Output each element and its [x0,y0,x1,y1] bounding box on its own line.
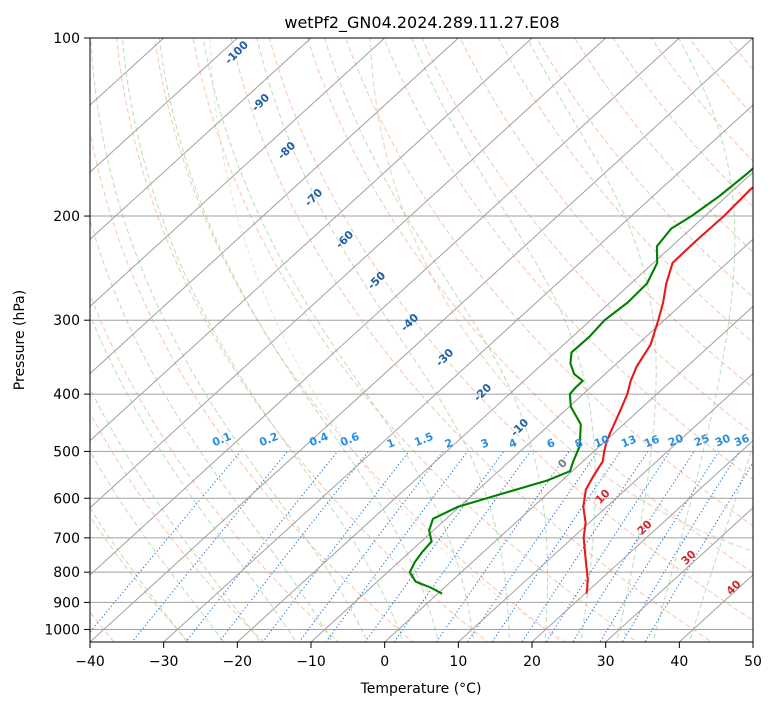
chart-title: wetPf2_GN04.2024.289.11.27.E08 [284,13,559,33]
y-tick-label: 400 [53,387,80,403]
y-tick-label: 900 [53,595,80,611]
x-tick-label: −10 [296,654,326,670]
y-axis-title: Pressure (hPa) [12,290,28,390]
x-tick-label: 0 [380,654,389,670]
x-tick-label: 20 [523,654,541,670]
y-tick-label: 100 [53,31,80,47]
y-tick-label: 700 [53,531,80,547]
y-tick-label: 200 [53,209,80,225]
x-tick-label: 50 [744,654,762,670]
x-tick-label: −20 [223,654,253,670]
y-tick-label: 300 [53,313,80,329]
y-tick-label: 500 [53,444,80,460]
y-tick-label: 600 [53,491,80,507]
x-tick-label: 30 [597,654,615,670]
y-tick-label: 800 [53,565,80,581]
x-tick-label: −40 [75,654,105,670]
x-tick-label: −30 [149,654,179,670]
y-tick-label: 1000 [44,622,80,638]
x-tick-label: 10 [449,654,467,670]
x-axis-title: Temperature (°C) [360,681,482,697]
x-tick-label: 40 [670,654,688,670]
